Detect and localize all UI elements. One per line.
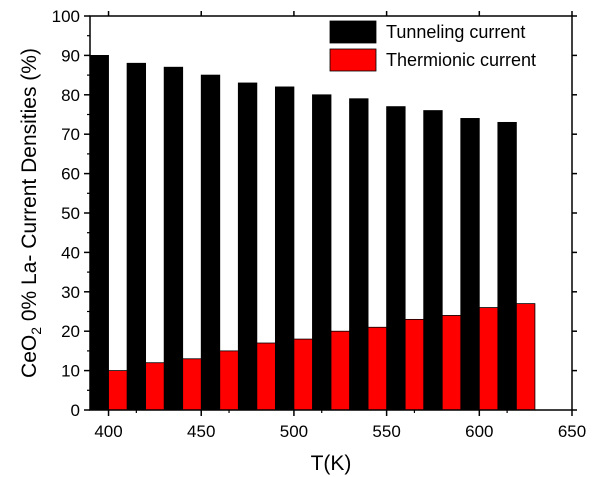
- bar-tunneling-current-560: [386, 106, 406, 411]
- x-axis-title: T(K): [311, 452, 352, 475]
- y-tick-label: 20: [61, 322, 80, 341]
- x-tick-label: 600: [465, 422, 493, 441]
- bar-thermionic-current-460: [219, 350, 239, 411]
- bar-tunneling-current-500: [274, 86, 295, 411]
- bar-tunneling-current-520: [312, 94, 332, 411]
- legend-swatch: [329, 48, 377, 72]
- y-axis-title: CeO2 0% La- Current Densities (%): [18, 48, 44, 378]
- bar-tunneling-current-460: [200, 74, 221, 411]
- y-tick-label: 100: [52, 7, 80, 26]
- bar-thermionic-current-600: [478, 307, 499, 411]
- y-tick-label: 80: [61, 86, 80, 105]
- y-axis: 0 10 20 30 40 50 60 70 80 90 100: [52, 7, 577, 420]
- x-tick-label: 450: [187, 422, 215, 441]
- x-tick-label: 650: [558, 422, 586, 441]
- bar-tunneling-current-400: [89, 55, 109, 411]
- bar-thermionic-current-500: [293, 338, 313, 411]
- x-tick-label: 400: [94, 422, 122, 441]
- y-tick-label: 40: [61, 243, 80, 262]
- y-tick-label: 0: [71, 401, 80, 420]
- bar-tunneling-current-580: [423, 110, 443, 411]
- x-tick-label: 550: [372, 422, 400, 441]
- bar-thermionic-current-440: [182, 358, 202, 411]
- bar-tunneling-current-440: [163, 66, 184, 411]
- y-tick-label: 50: [61, 204, 80, 223]
- bar-thermionic-current-540: [367, 326, 388, 411]
- bar-thermionic-current-560: [404, 318, 425, 411]
- bar-tunneling-current-600: [460, 118, 480, 411]
- bar-tunneling-current-540: [349, 98, 369, 411]
- legend-label: Tunneling current: [386, 22, 525, 42]
- bar-thermionic-current-620: [515, 303, 536, 411]
- bar-tunneling-current-480: [237, 82, 258, 411]
- y-tick-label: 90: [61, 46, 80, 65]
- x-tick-label: 500: [280, 422, 308, 441]
- x-axis: 400 450 500 550 600 650: [94, 11, 586, 441]
- y-axis-title-subscript: 2: [28, 327, 44, 335]
- bar-thermionic-current-480: [256, 342, 276, 411]
- y-tick-label: 10: [61, 362, 80, 381]
- y-tick-label: 70: [61, 125, 80, 144]
- legend: Tunneling current Thermionic current: [329, 20, 536, 72]
- bar-tunneling-current-620: [497, 121, 517, 411]
- bar-tunneling-current-420: [126, 62, 147, 411]
- bar-thermionic-current-520: [330, 330, 350, 411]
- bars-group: [89, 55, 536, 411]
- y-axis-title-part-2: 0% La- Current Densities (%): [18, 48, 41, 327]
- y-tick-label: 60: [61, 165, 80, 184]
- y-tick-label: 30: [61, 283, 80, 302]
- legend-label: Thermionic current: [386, 50, 536, 70]
- y-axis-title-part-1: CeO: [18, 335, 41, 378]
- legend-swatch: [329, 20, 377, 44]
- bar-thermionic-current-400: [108, 370, 128, 411]
- bar-thermionic-current-580: [441, 315, 462, 411]
- bar-thermionic-current-420: [145, 362, 165, 411]
